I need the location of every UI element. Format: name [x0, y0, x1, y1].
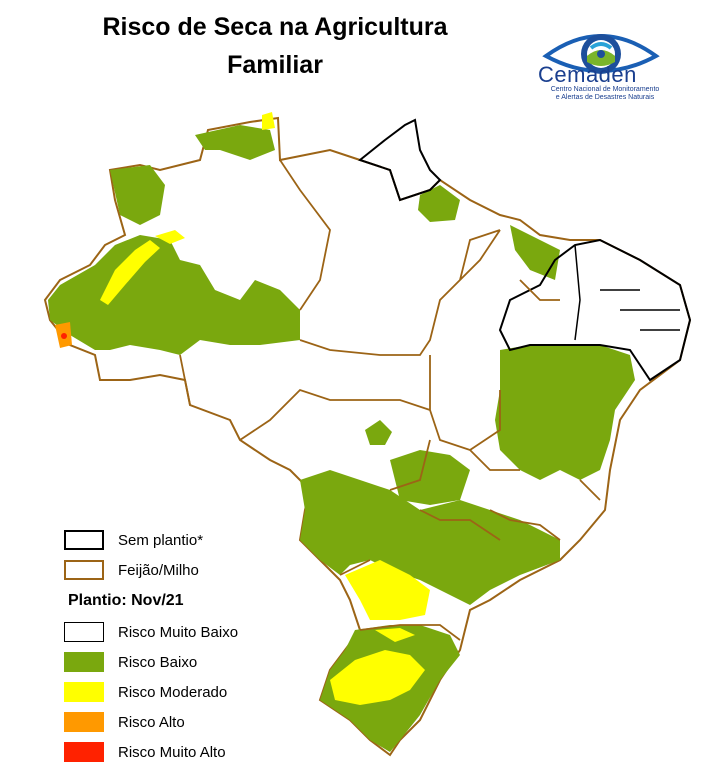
state-boundaries [179, 159, 601, 641]
yellow-region-rio-grande-do-sul [330, 650, 425, 705]
legend-label: Risco Moderado [118, 683, 228, 701]
title-line-1: Risco de Seca na Agricultura [102, 13, 448, 41]
legend-label: Risco Muito Alto [118, 743, 226, 761]
legend-label: Risco Alto [118, 713, 185, 731]
logo-name: Cemaden [538, 62, 637, 87]
green-region-roraima [195, 125, 275, 160]
no-planting-boundary-north [357, 118, 442, 202]
legend-swatch-orange [64, 712, 104, 732]
yellow-region-amazonas [100, 240, 160, 305]
yellow-region-roraima [262, 112, 275, 130]
legend-item-muito-baixo: Risco Muito Baixo [64, 620, 238, 644]
yellow-region-amazonas-2 [155, 230, 185, 244]
green-region-para-patch [365, 420, 392, 445]
yellow-region-santa-catarina [375, 628, 415, 642]
legend-label: Risco Muito Baixo [118, 623, 239, 641]
green-region-center-west [300, 470, 560, 605]
legend-item-muito-alto: Risco Muito Alto [64, 740, 226, 764]
green-region-amapa [418, 185, 460, 222]
legend-heading: Plantio: Nov/21 [68, 592, 184, 609]
title-line-2: Familiar [227, 51, 323, 79]
green-region-north-amazon [110, 165, 165, 225]
legend-item-feijao-milho: Feijão/Milho [64, 558, 199, 582]
no-planting-internal-lines [574, 244, 680, 341]
legend-item-sem-plantio: Sem plantio* [64, 528, 203, 552]
legend-label: Sem plantio* [118, 531, 204, 549]
legend-item-baixo: Risco Baixo [64, 650, 197, 674]
green-region-west-amazon [48, 235, 300, 355]
legend-swatch-white [64, 622, 104, 642]
map-title: Risco de Seca na Agricultura Familiar [60, 8, 490, 84]
green-region-goias [390, 450, 470, 505]
legend-swatch-red [64, 742, 104, 762]
green-region-maranhao [510, 225, 560, 280]
no-planting-boundary-northeast [498, 238, 692, 382]
legend-swatch-yellow [64, 682, 104, 702]
legend-label: Risco Baixo [118, 653, 198, 671]
legend-label: Feijão/Milho [118, 561, 199, 579]
legend-swatch-green [64, 652, 104, 672]
legend-swatch-brown-outline [64, 560, 104, 580]
legend-item-alto: Risco Alto [64, 710, 185, 734]
logo-subtitle: Centro Nacional de Monitoramento e Alert… [550, 86, 660, 101]
red-spot-acre [61, 333, 67, 339]
legend-swatch-black-outline [64, 530, 104, 550]
yellow-region-parana [345, 560, 430, 620]
legend-item-moderado: Risco Moderado [64, 680, 227, 704]
eye-logo-icon [542, 34, 660, 74]
green-region-northeast-interior [495, 345, 635, 480]
